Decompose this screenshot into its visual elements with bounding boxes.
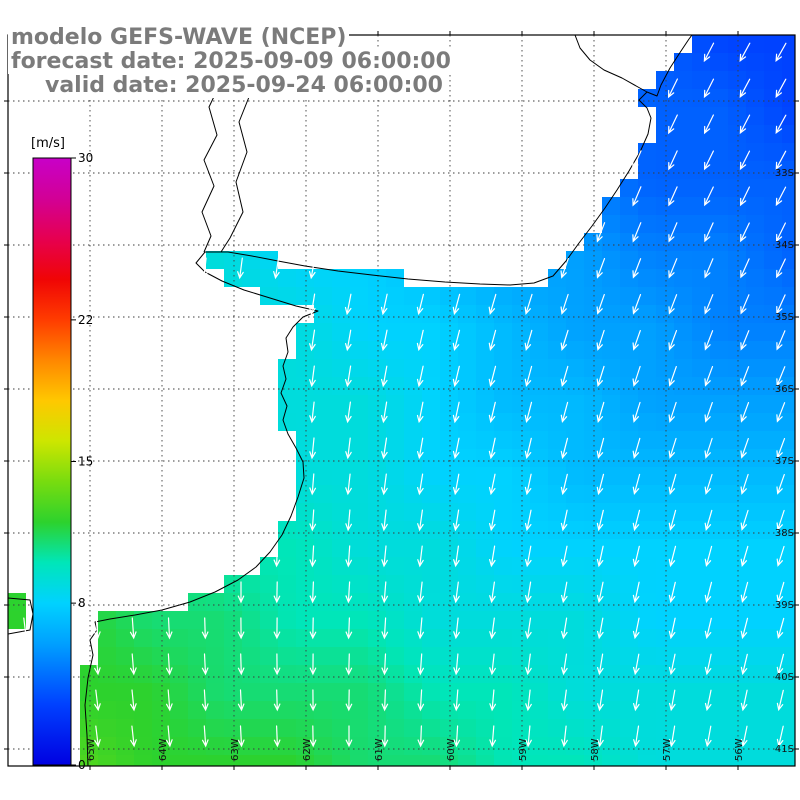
lat-label: 38S	[775, 528, 794, 539]
lat-label: 36S	[775, 384, 794, 395]
lon-label: 63W	[230, 738, 241, 761]
forecast-date-label: forecast date: 2025-09-09 06:00:00	[8, 50, 454, 74]
lat-label: 34S	[775, 240, 794, 251]
lat-lon-grid	[8, 35, 795, 766]
lat-label: 40S	[775, 672, 794, 683]
lat-label: 35S	[775, 312, 794, 323]
colorbar-tick-label: 8	[78, 596, 86, 610]
colorbar: [m/s] 30 22 15 8 0	[31, 136, 93, 772]
colorbar-tick-label: 22	[78, 313, 93, 327]
frame-ticks	[4, 31, 799, 770]
lat-label: 37S	[775, 456, 794, 467]
lon-label: 60W	[446, 738, 457, 761]
lat-label: 41S	[775, 744, 794, 755]
lon-label: 64W	[158, 738, 169, 761]
lat-label: 33S	[775, 168, 794, 179]
lon-label: 56W	[734, 738, 745, 761]
graticule-labels: 33S 34S 35S 36S 37S 38S 39S 40S 41S 65W 64W 63W 62W 6…	[86, 168, 794, 761]
model-title: modelo GEFS-WAVE (NCEP)	[8, 26, 350, 50]
wind-speed-field	[8, 35, 795, 766]
valid-date-label: valid date: 2025-09-24 06:00:00	[42, 74, 446, 98]
lon-label: 65W	[86, 738, 97, 761]
colorbar-gradient	[32, 157, 72, 766]
map-frame	[7, 34, 796, 767]
colorbar-tick-label: 0	[78, 758, 86, 772]
colorbar-unit-label: [m/s]	[31, 136, 65, 151]
lat-label: 39S	[775, 600, 794, 611]
lon-label: 59W	[518, 738, 529, 761]
colorbar-tick-label: 30	[78, 151, 93, 165]
lon-label: 58W	[590, 738, 601, 761]
colorbar-tick-label: 15	[78, 455, 93, 469]
lon-label: 62W	[302, 738, 313, 761]
lon-label: 61W	[374, 738, 385, 761]
wind-direction-arrows	[22, 42, 787, 748]
map-header: modelo GEFS-WAVE (NCEP) forecast date: 2…	[8, 26, 454, 98]
lon-label: 57W	[662, 738, 673, 761]
